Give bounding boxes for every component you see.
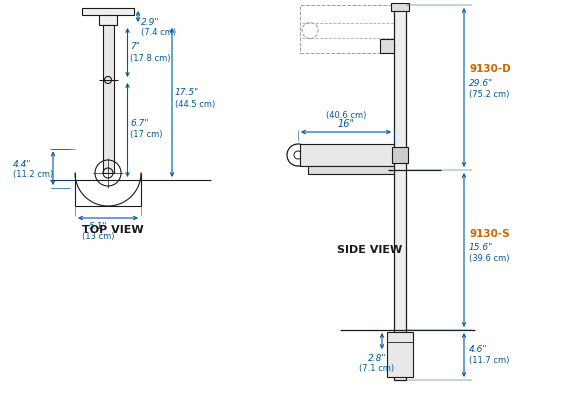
Text: (17.8 cm): (17.8 cm) (131, 54, 171, 63)
Text: 2.9": 2.9" (141, 18, 160, 27)
Text: (7.4 cm): (7.4 cm) (141, 28, 176, 37)
Text: 16": 16" (337, 119, 355, 129)
Text: 4.4": 4.4" (13, 160, 31, 169)
Text: TOP VIEW: TOP VIEW (82, 225, 144, 235)
Text: (11.2 cm): (11.2 cm) (13, 170, 53, 179)
Text: SIDE VIEW: SIDE VIEW (337, 245, 402, 255)
Bar (308, 166, 394, 174)
Text: (11.7 cm): (11.7 cm) (469, 355, 510, 365)
Bar (99, 15, 117, 25)
Bar (391, 3, 409, 11)
Bar (392, 147, 408, 163)
Text: (44.5 cm): (44.5 cm) (175, 100, 215, 109)
Text: (75.2 cm): (75.2 cm) (469, 90, 510, 99)
Text: 2.8": 2.8" (368, 354, 386, 363)
Text: 17.5": 17.5" (175, 88, 200, 97)
Text: 5.1": 5.1" (89, 222, 107, 231)
Bar (82, 8, 134, 15)
Text: (17 cm): (17 cm) (131, 131, 163, 140)
Text: 15.6": 15.6" (469, 244, 493, 252)
Text: 9130-D: 9130-D (469, 64, 511, 74)
Bar (380, 39, 394, 53)
Text: 9130-S: 9130-S (469, 229, 510, 239)
Bar (387, 332, 413, 377)
Text: 7": 7" (131, 42, 140, 51)
Text: (13 cm): (13 cm) (82, 232, 114, 241)
Text: (40.6 cm): (40.6 cm) (326, 111, 366, 120)
Bar (300, 144, 394, 166)
Text: 29.6": 29.6" (469, 79, 493, 88)
Bar (394, 5, 406, 380)
Text: 4.6": 4.6" (469, 345, 487, 353)
Text: (7.1 cm): (7.1 cm) (360, 364, 394, 373)
Bar (300, 5, 394, 53)
Text: (39.6 cm): (39.6 cm) (469, 254, 510, 263)
Text: 6.7": 6.7" (131, 119, 149, 129)
Bar (103, 25, 113, 173)
